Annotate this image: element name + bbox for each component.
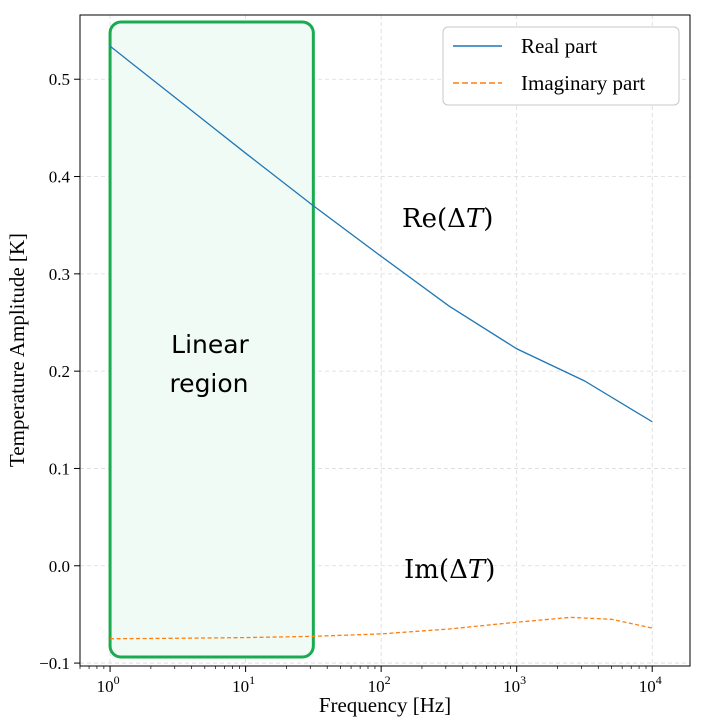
legend: Real part Imaginary part [442,26,680,106]
x-axis-ticks: 100 101 102 103 104 [79,666,662,696]
x-tick-label: 102 [368,673,391,696]
linear-region-box [108,20,315,659]
y-tick-label: 0.1 [49,459,70,478]
y-tick-label: 0.2 [49,362,70,381]
x-tick-label: 103 [503,673,526,696]
series-line-real [109,45,653,423]
x-tick-label: 104 [639,673,662,696]
y-axis-title: Temperature Amplitude [K] [5,233,29,467]
y-tick-label: 0.0 [49,557,70,576]
series-layer [109,45,653,640]
region-label-line-1: Linear [171,330,249,359]
legend-label-real: Real part [521,34,598,58]
y-tick-label: 0.4 [49,168,71,187]
x-tick-label: 101 [232,673,255,696]
re-annotation: Re(ΔT) [402,204,493,234]
region-label-line-2: region [169,369,248,398]
x-axis-title: Frequency [Hz] [319,693,451,717]
y-axis-ticks: −0.1 0.0 0.1 0.2 0.3 0.4 0.5 [39,70,80,673]
y-tick-label: −0.1 [39,654,70,673]
legend-label-imaginary: Imaginary part [521,71,645,95]
series-line-imaginary [110,616,653,640]
y-tick-label: 0.5 [49,70,70,89]
plot-frame [79,14,691,667]
im-annotation: Im(ΔT) [404,555,495,585]
x-tick-label: 100 [97,673,120,696]
y-tick-label: 0.3 [49,265,70,284]
